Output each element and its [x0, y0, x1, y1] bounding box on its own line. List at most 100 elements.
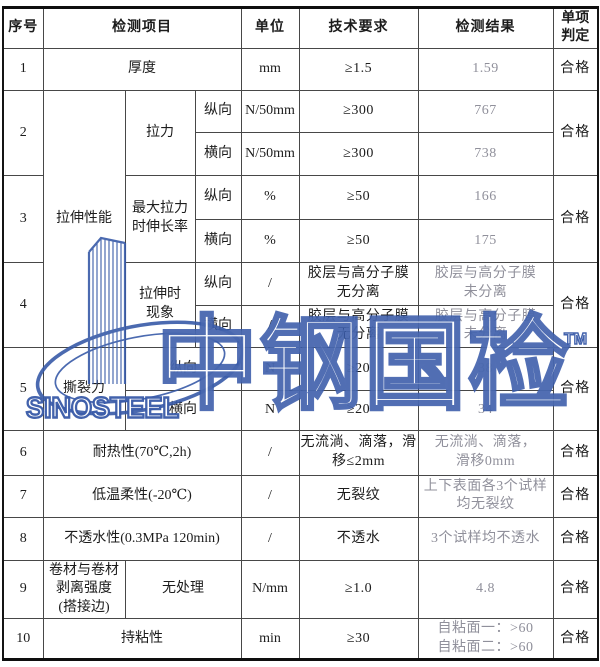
requirement-cell: ≥20 — [298, 389, 419, 431]
item-cell: 撕裂力 — [42, 346, 126, 431]
header-result: 检测结果 — [417, 7, 554, 49]
unit-cell: N/50mm — [240, 131, 300, 176]
result-cell: 38 — [417, 346, 554, 391]
requirement-cell: 无流淌、滴落，滑移≤2mm — [298, 429, 419, 476]
judgement-cell: 合格 — [552, 429, 599, 476]
requirement-line: 胶层与高分子膜 — [307, 266, 410, 282]
requirement-cell: 胶层与高分子膜 无分离 — [298, 261, 419, 306]
result-cell: 767 — [417, 89, 554, 133]
item-line: (搭接边) — [58, 599, 110, 615]
requirement-cell: ≥300 — [298, 89, 419, 133]
unit-cell: N — [240, 389, 300, 431]
requirement-line: 胶层与高分子膜 — [307, 308, 410, 324]
row-number-cell: 3 — [2, 174, 44, 263]
item-cell: 持粘性 — [42, 618, 242, 661]
item-cell: 厚度 — [42, 47, 242, 91]
judgement-cell: 合格 — [552, 516, 599, 561]
requirement-cell: ≥30 — [298, 618, 419, 661]
result-cell: 上下表面各3个试样 均无裂纹 — [417, 474, 554, 518]
result-line: 滑移0mm — [455, 453, 516, 469]
result-cell: 1.59 — [417, 47, 554, 91]
unit-cell: / — [240, 474, 300, 518]
direction-cell: 纵向 — [124, 346, 242, 391]
result-cell: 胶层与高分子膜 未分离 — [417, 304, 554, 348]
item-cell: 拉力 — [124, 89, 196, 176]
unit-cell: / — [240, 516, 300, 561]
result-cell: 166 — [417, 174, 554, 220]
unit-cell: / — [240, 304, 300, 348]
unit-cell: N/mm — [240, 559, 300, 620]
result-cell: 胶层与高分子膜 未分离 — [417, 261, 554, 306]
result-line: 自粘面二：>60 — [437, 639, 534, 655]
row-number-cell: 1 — [2, 47, 44, 91]
header-requirement: 技术要求 — [298, 7, 419, 49]
table-row: 横向 N/50mm ≥300 738 — [3, 131, 598, 176]
direction-cell: 纵向 — [194, 174, 242, 220]
table-row: 5 撕裂力 纵向 N ≥20 38 合格 — [2, 346, 599, 431]
result-line: 胶层与高分子膜 — [434, 308, 537, 324]
row-number-cell: 9 — [2, 559, 44, 620]
judgement-cell: 合格 — [552, 174, 599, 263]
row-number-cell: 10 — [2, 618, 44, 661]
requirement-cell: ≥50 — [298, 174, 419, 220]
requirement-cell: ≥300 — [298, 131, 419, 176]
table-row: 8 不透水性(0.3MPa 120min) / 不透水 3个试样均不透水 合格 — [2, 516, 599, 561]
requirement-line: 无分离 — [336, 284, 381, 300]
judgement-cell: 合格 — [552, 261, 599, 348]
item-cell: 耐热性(70℃,2h) — [42, 429, 242, 476]
item-line: 拉伸时 — [139, 287, 181, 303]
unit-cell: % — [240, 174, 300, 220]
unit-cell: / — [240, 261, 300, 306]
item-line: 卷材与卷材 — [49, 562, 119, 578]
direction-cell: 纵向 — [194, 89, 242, 133]
requirement-line: 无分离 — [336, 327, 381, 343]
header-judgement: 单项判定 — [552, 7, 599, 49]
direction-cell: 横向 — [194, 304, 242, 348]
result-line: 无流淌、滴落， — [434, 435, 537, 451]
unit-cell: / — [240, 429, 300, 476]
judgement-cell: 合格 — [552, 474, 599, 518]
result-cell: 175 — [417, 218, 554, 263]
item-cell: 最大拉力时伸长率 — [124, 174, 196, 263]
table-row: 2 拉伸性能 拉力 纵向 N/50mm ≥300 767 合格 — [2, 89, 599, 348]
requirement-cell: 不透水 — [298, 516, 419, 561]
direction-cell: 纵向 — [194, 261, 242, 306]
header-no: 序号 — [2, 7, 44, 49]
sub-item-cell: 无处理 — [124, 559, 242, 620]
result-line: 未分离 — [463, 327, 508, 343]
unit-cell: mm — [240, 47, 300, 91]
header-item: 检测项目 — [42, 7, 242, 49]
judgement-cell: 合格 — [552, 618, 599, 661]
requirement-cell: ≥50 — [298, 218, 419, 263]
requirement-cell: ≥1.5 — [298, 47, 419, 91]
result-cell: 3个试样均不透水 — [417, 516, 554, 561]
judgement-cell: 合格 — [552, 346, 599, 431]
judgement-cell: 合格 — [552, 47, 599, 91]
requirement-cell: ≥20 — [298, 346, 419, 391]
item-line: 剥离强度 — [56, 581, 112, 597]
table-row: 1 厚度 mm ≥1.5 1.59 合格 — [2, 47, 599, 91]
result-line: 未分离 — [463, 284, 508, 300]
result-cell: 4.8 — [417, 559, 554, 620]
result-line: 上下表面各3个试样 — [423, 478, 548, 494]
result-line: 胶层与高分子膜 — [434, 266, 537, 282]
table-header-row: 序号 检测项目 单位 技术要求 检测结果 单项判定 — [2, 7, 599, 49]
requirement-cell: ≥1.0 — [298, 559, 419, 620]
result-line: 自粘面一：>60 — [437, 621, 534, 637]
table-row: 横向 % ≥50 175 — [3, 218, 598, 263]
row-number-cell: 7 — [2, 474, 44, 518]
header-unit: 单位 — [240, 7, 300, 49]
table-row: 9 卷材与卷材 剥离强度 (搭接边) 无处理 N/mm ≥1.0 4.8 合格 — [2, 559, 599, 620]
unit-cell: N/50mm — [240, 89, 300, 133]
requirement-cell: 胶层与高分子膜 无分离 — [298, 304, 419, 348]
row-number-cell: 5 — [2, 346, 44, 431]
item-line: 现象 — [146, 305, 174, 321]
direction-cell: 横向 — [124, 389, 242, 431]
direction-cell: 横向 — [194, 131, 242, 176]
group-cell: 拉伸性能 — [42, 89, 126, 348]
unit-cell: N — [240, 346, 300, 391]
unit-cell: % — [240, 218, 300, 263]
result-cell: 34 — [417, 389, 554, 431]
result-cell: 自粘面一：>60 自粘面二：>60 — [417, 618, 554, 661]
